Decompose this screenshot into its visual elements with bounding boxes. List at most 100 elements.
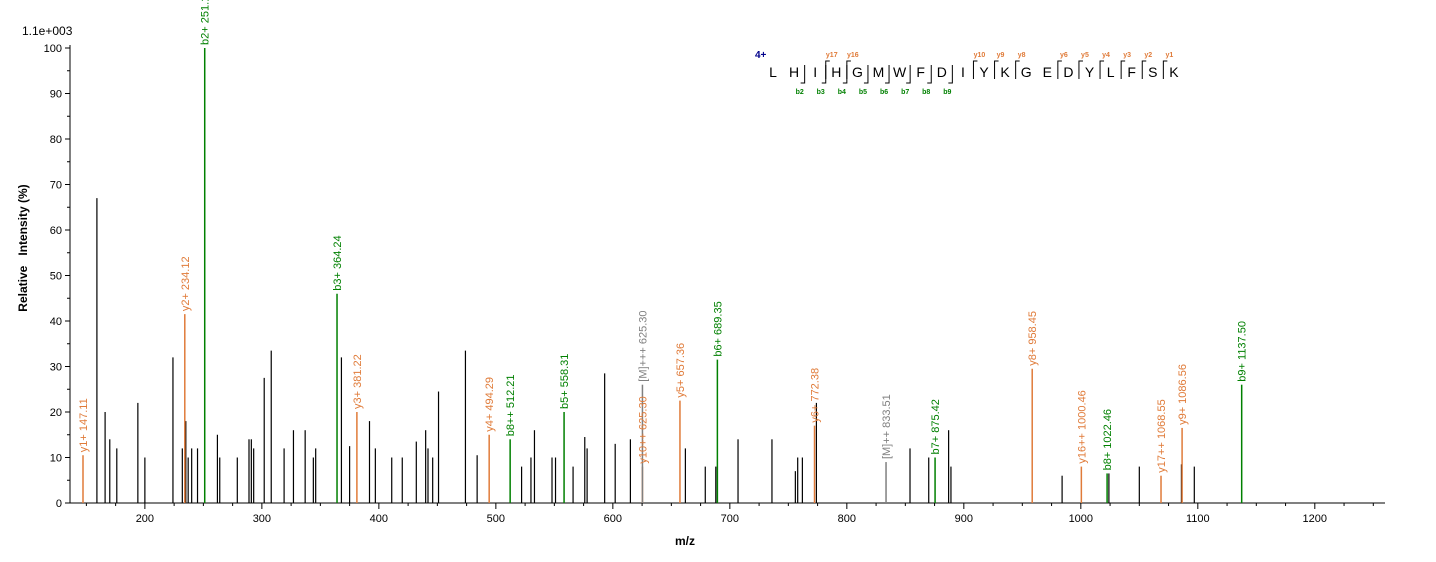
y-ion-bracket xyxy=(1141,60,1147,79)
b-ion-bracket xyxy=(821,65,827,84)
peak-label: b9+ 1137.50 xyxy=(1237,321,1249,382)
peak-label: y1+ 147.11 xyxy=(78,398,90,452)
b-ion-label: b9 xyxy=(943,89,951,96)
peak-label: [M]++ 833.51 xyxy=(881,394,893,459)
y-ion-label: y4 xyxy=(1102,52,1110,59)
b-ion-bracket xyxy=(842,65,848,84)
peak-labels-layer: y1+ 147.11 y2+ 234.12 b2+ 251.15 b3+ 364.24… xyxy=(78,0,1249,473)
x-tick-label: 900 xyxy=(955,513,973,525)
intensity-scale-label: 1.1e+003 xyxy=(22,24,73,38)
b-ion-label: b2 xyxy=(796,89,804,96)
peak-label: y6+ 772.38 xyxy=(810,368,822,423)
sequence-residue: F xyxy=(916,64,925,80)
y-tick-label: 0 xyxy=(56,498,62,510)
x-tick-label: 1000 xyxy=(1069,513,1093,525)
b-ion-label: b3 xyxy=(817,89,825,96)
b-ion-label: b4 xyxy=(838,89,846,96)
y-axis-title: Relative Intensity (%) xyxy=(16,184,30,311)
sequence-residue: F xyxy=(1127,64,1136,80)
x-tick-label: 600 xyxy=(604,513,622,525)
peptide-sequence-map: 4+L H I H G M W F D I Y K G E D Y L F S Kb2 b3 b4 b5 b6 b7 b8 b9y1… xyxy=(755,50,1179,96)
y-ion-label: y2 xyxy=(1144,52,1152,59)
x-axis-title: m/z xyxy=(675,534,695,548)
y-ion-label: y1 xyxy=(1165,52,1173,59)
peak-label: y2+ 234.12 xyxy=(180,256,192,311)
sequence-residue: D xyxy=(937,64,947,80)
y-ion-bracket xyxy=(972,60,978,79)
y-ion-label: y5 xyxy=(1081,52,1089,59)
y-tick-label: 60 xyxy=(50,225,62,237)
peak-label: y8+ 958.45 xyxy=(1027,311,1039,366)
y-ion-bracket xyxy=(1015,60,1020,79)
peak-label: y10++ 625.30 xyxy=(637,396,649,463)
peak-label: b3+ 364.24 xyxy=(332,235,344,290)
y-ion-bracket xyxy=(1078,60,1083,79)
x-tick-label: 500 xyxy=(487,513,505,525)
peak-label: y5+ 657.36 xyxy=(675,343,687,398)
sequence-residue: S xyxy=(1148,64,1157,80)
peak-label: y9+ 1086.56 xyxy=(1177,364,1189,425)
b-ion-label: b7 xyxy=(901,89,909,96)
x-tick-label: 1200 xyxy=(1303,513,1327,525)
peak-label: y17++ 1068.55 xyxy=(1156,399,1168,472)
peak-label: [M]+++ 625.30 xyxy=(637,310,649,381)
y-ion-label: y6 xyxy=(1060,52,1068,59)
y-tick-label: 30 xyxy=(50,362,62,374)
y-ion-label: y9 xyxy=(997,52,1005,59)
y-ion-label: y10 xyxy=(974,52,986,59)
sequence-residue: Y xyxy=(1085,64,1095,80)
sequence-residue: Y xyxy=(979,64,989,80)
y-ion-label: y17 xyxy=(826,52,838,59)
sequence-residue: G xyxy=(852,64,863,80)
x-tick-label: 700 xyxy=(721,513,739,525)
b-ion-bracket xyxy=(885,65,890,84)
sequence-residue: I xyxy=(961,64,965,80)
peak-label: b8++ 512.21 xyxy=(505,375,517,437)
sequence-residue: K xyxy=(1000,64,1010,80)
b-ion-bracket xyxy=(927,65,932,84)
x-tick-label: 300 xyxy=(253,513,271,525)
y-tick-label: 70 xyxy=(50,180,62,192)
y-ion-bracket xyxy=(825,60,830,79)
precursor-charge: 4+ xyxy=(755,50,767,61)
y-tick-label: 80 xyxy=(50,134,62,146)
sequence-residue: I xyxy=(813,64,817,80)
sequence-residue: E xyxy=(1043,64,1052,80)
sequence-residue: M xyxy=(873,64,885,80)
peak-label: b7+ 875.42 xyxy=(930,399,942,454)
y-tick-label: 100 xyxy=(44,43,62,55)
y-ion-label: y3 xyxy=(1123,52,1131,59)
b-ion-label: b5 xyxy=(859,89,867,96)
y-tick-label: 10 xyxy=(50,453,62,465)
x-tick-label: 400 xyxy=(370,513,388,525)
y-ion-label: y16 xyxy=(847,52,859,59)
b-ion-bracket xyxy=(800,65,806,84)
y-axis: 0 10 20 30 40 50 60 70 80 90 100 xyxy=(44,43,71,510)
b-ion-label: b8 xyxy=(922,89,930,96)
y-ion-bracket xyxy=(1120,60,1126,79)
sequence-residue: L xyxy=(1107,64,1115,80)
y-ion-bracket xyxy=(846,60,851,79)
b-ion-label: b6 xyxy=(880,89,888,96)
x-tick-label: 200 xyxy=(136,513,154,525)
y-tick-label: 50 xyxy=(50,271,62,283)
y-ion-bracket xyxy=(1057,60,1062,79)
peak-label: y3+ 381.22 xyxy=(352,354,364,409)
sequence-residue: K xyxy=(1169,64,1179,80)
y-ion-bracket xyxy=(1099,60,1105,79)
x-axis: 200 300 400 500 600 700 800 900 1000 1100 1200 xyxy=(70,502,1385,525)
y-tick-label: 20 xyxy=(50,407,62,419)
sequence-residue: L xyxy=(769,64,777,80)
y-tick-label: 90 xyxy=(50,89,62,101)
sequence-residue: G xyxy=(1021,64,1032,80)
y-ion-bracket xyxy=(994,60,999,79)
sequence-residue: H xyxy=(831,64,841,80)
b-ion-bracket xyxy=(906,65,911,84)
peak-label: y4+ 494.29 xyxy=(484,377,496,432)
y-ion-bracket xyxy=(1162,60,1168,79)
x-tick-label: 800 xyxy=(838,513,856,525)
peak-label: b6+ 689.35 xyxy=(712,301,724,356)
y-tick-label: 40 xyxy=(50,316,62,328)
sequence-residue: W xyxy=(893,64,907,80)
